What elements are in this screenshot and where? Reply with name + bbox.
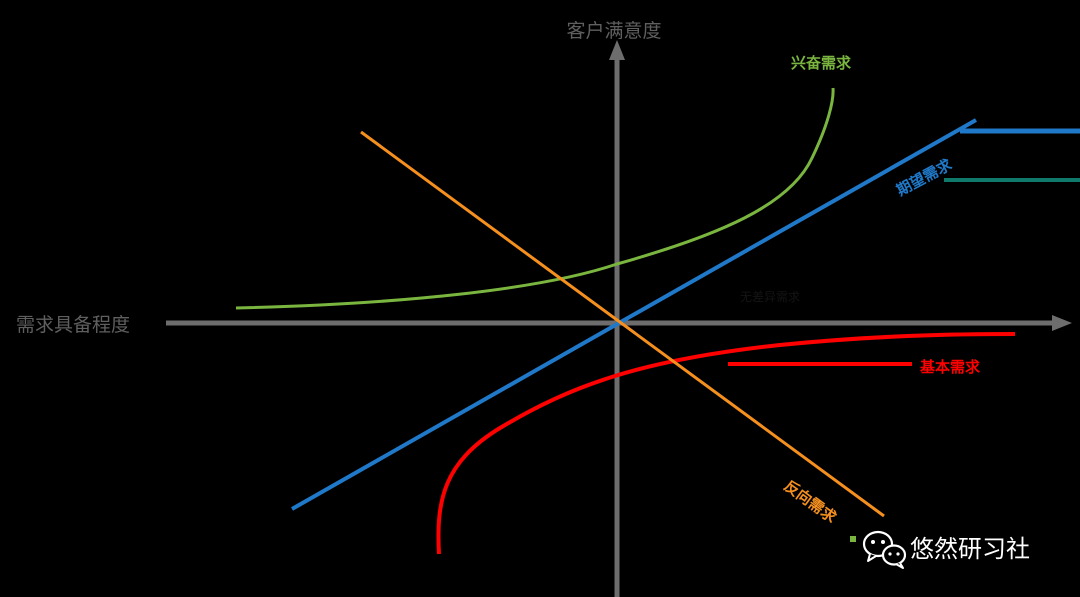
reverse-label-marker	[850, 536, 856, 542]
reverse-label: 反向需求	[781, 477, 841, 527]
brand-name: 悠然研习社	[910, 535, 1030, 563]
x-axis-arrowhead	[1052, 315, 1072, 331]
excitement-label: 兴奋需求	[791, 54, 852, 72]
y-axis-title: 客户满意度	[566, 20, 661, 42]
wechat-icon	[862, 530, 907, 569]
y-axis-arrowhead	[609, 40, 625, 60]
indifferent-label: 无差异需求	[740, 290, 800, 304]
performance-line	[291, 118, 977, 511]
x-axis-title: 需求具备程度	[16, 314, 130, 336]
basic-label: 基本需求	[919, 358, 981, 376]
excitement-curve	[235, 87, 835, 310]
basic-curve	[436, 332, 1016, 555]
reverse-line	[360, 130, 885, 518]
